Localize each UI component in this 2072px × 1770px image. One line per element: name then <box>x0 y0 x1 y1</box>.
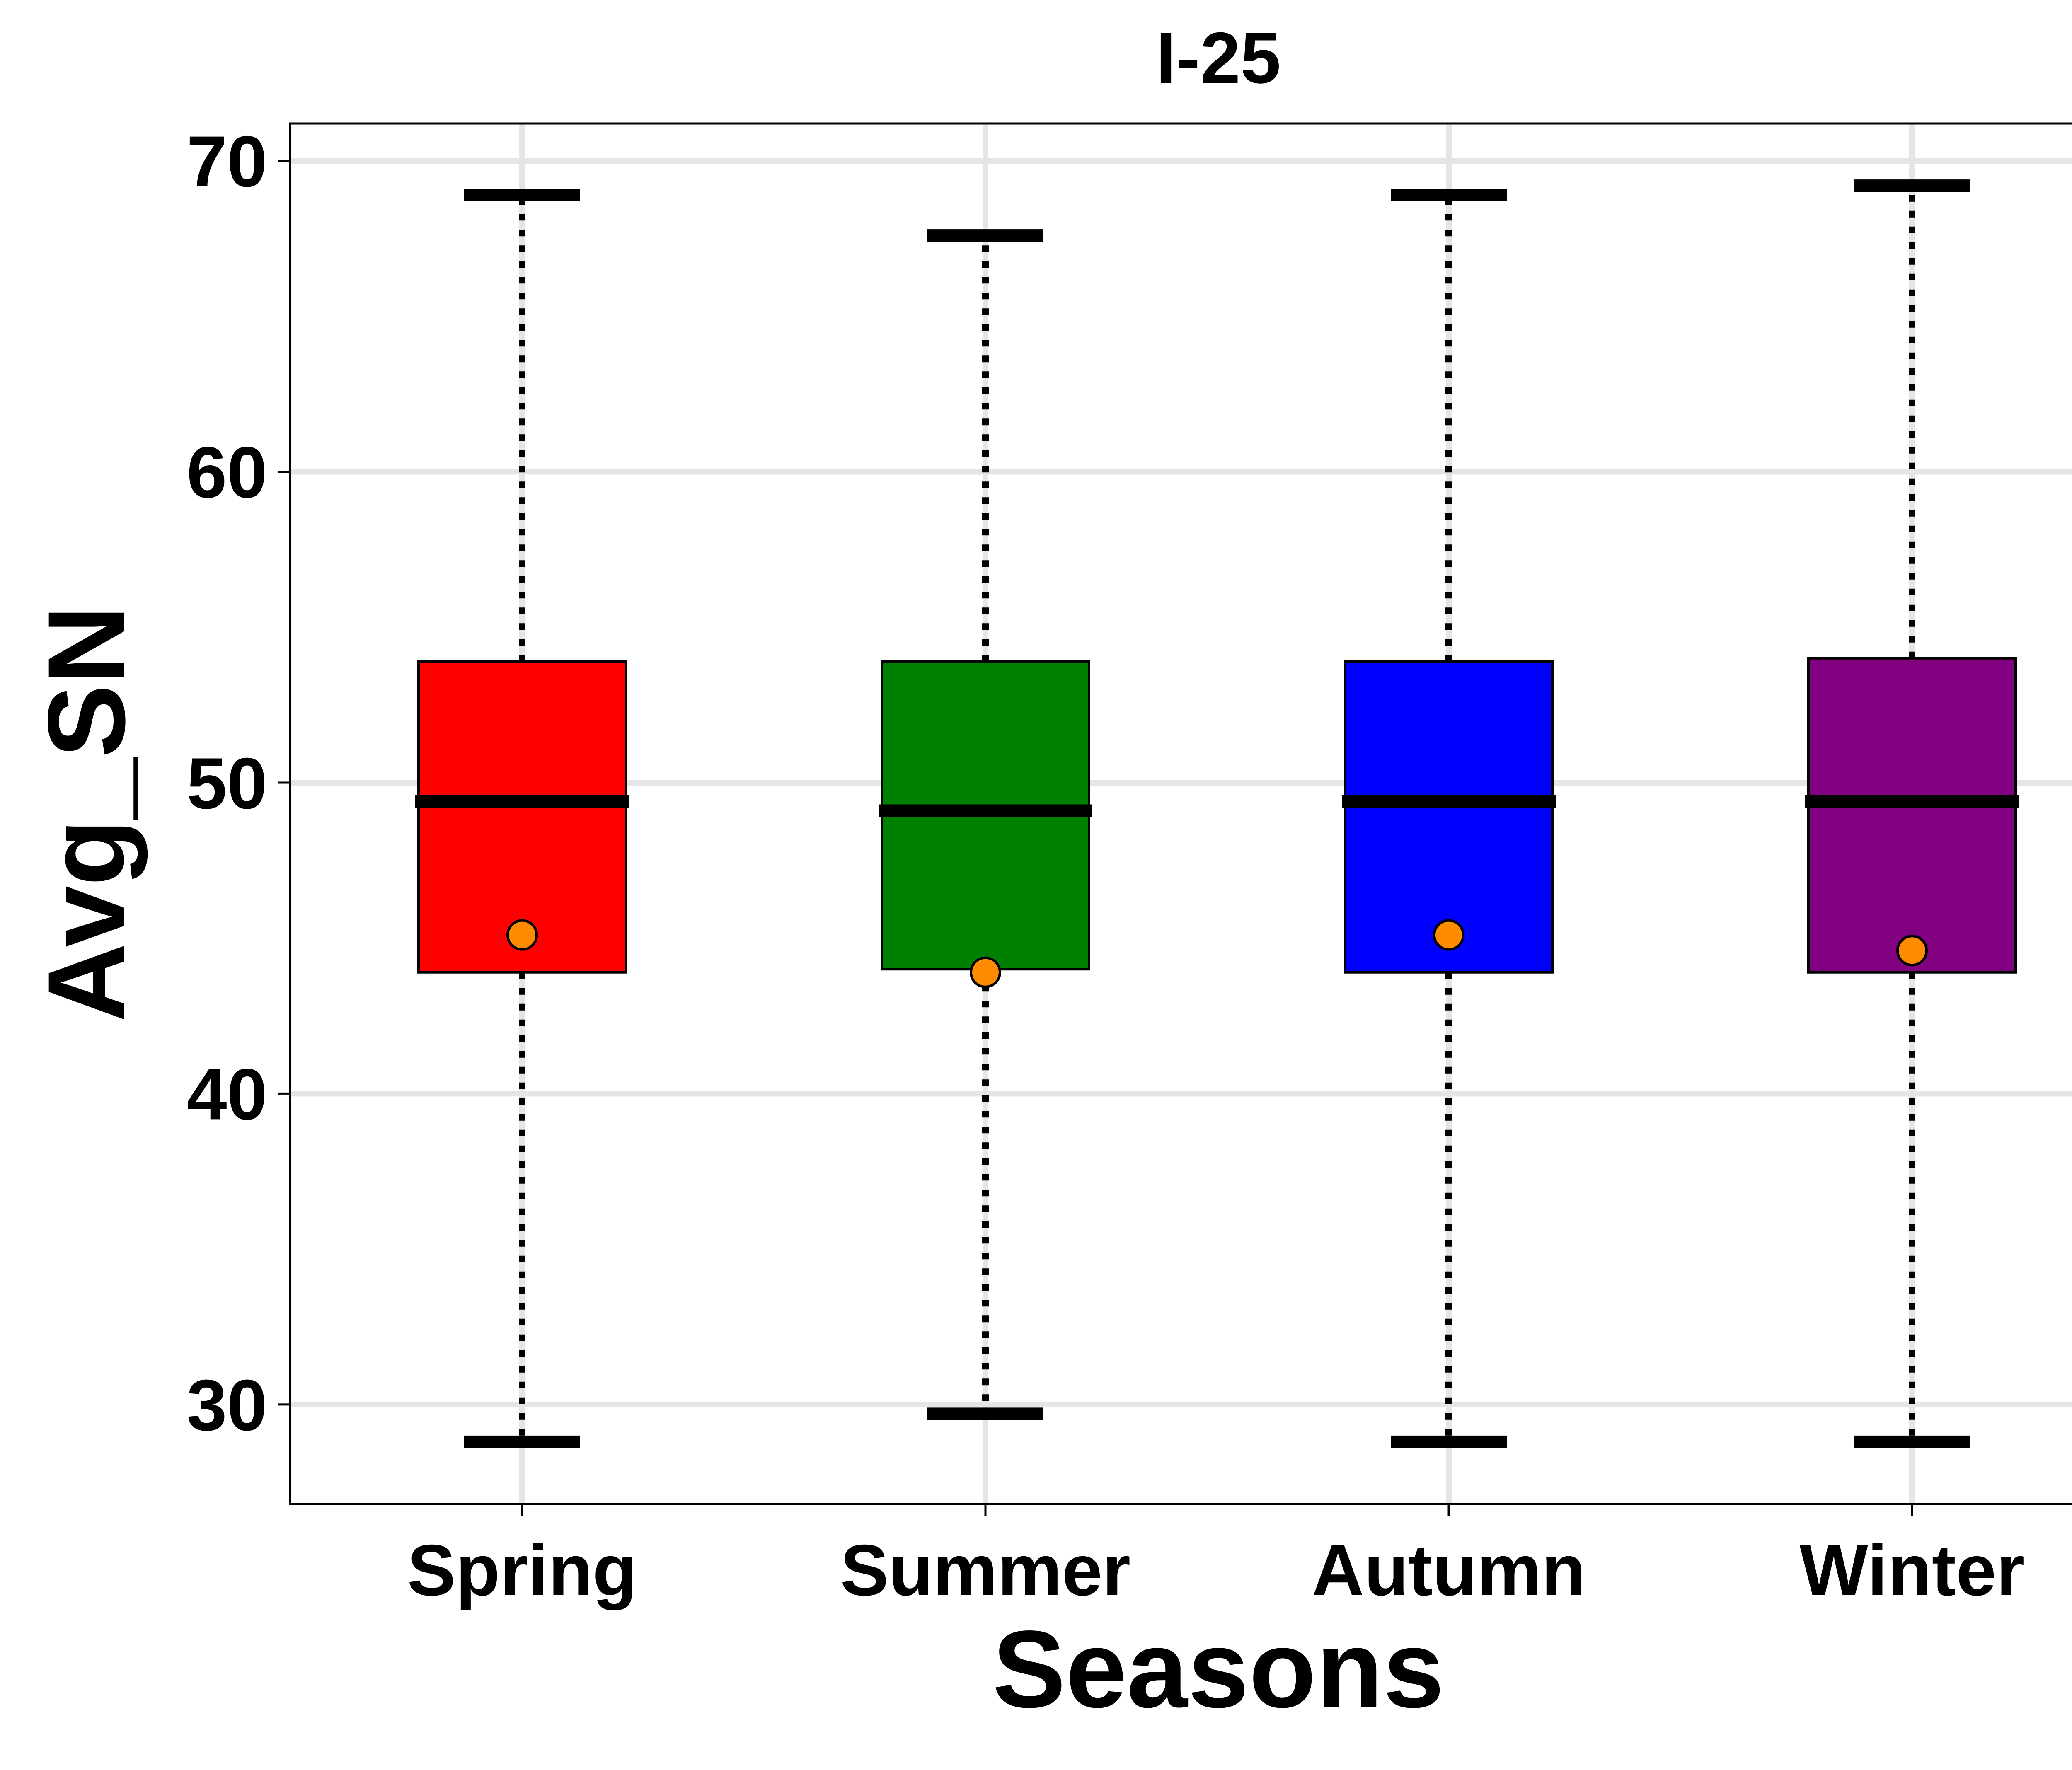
x-axis-label: Seasons <box>992 1608 1444 1731</box>
y-tick-label: 40 <box>186 1054 267 1135</box>
y-tick-label: 60 <box>186 433 267 513</box>
box-summer <box>879 229 1092 1420</box>
x-tick-label: Summer <box>840 1530 1130 1611</box>
iqr-box <box>1807 657 2017 974</box>
mean-marker <box>1433 919 1464 951</box>
chart-title: I-25 <box>1156 18 1281 99</box>
y-axis-label: Avg_SN <box>25 605 148 1022</box>
y-tick-label: 70 <box>186 121 267 202</box>
mean-marker <box>1896 935 1928 967</box>
mean-marker <box>506 919 538 951</box>
x-tick-label: Winter <box>1800 1530 2025 1611</box>
y-tick-label: 50 <box>186 743 267 824</box>
plot-frame <box>289 122 2072 1505</box>
x-tick-label: Spring <box>407 1530 637 1611</box>
box-winter <box>1805 179 2019 1448</box>
y-tick-label: 30 <box>186 1365 267 1446</box>
box-layer <box>415 179 2019 1448</box>
x-tick-label: Autumn <box>1312 1530 1586 1611</box>
box-autumn <box>1342 189 1556 1448</box>
box-spring <box>415 189 629 1448</box>
mean-marker <box>970 956 1001 988</box>
axis-layer: 30 40 50 60 70 Spring Summer Autumn Winter <box>186 121 2024 1611</box>
